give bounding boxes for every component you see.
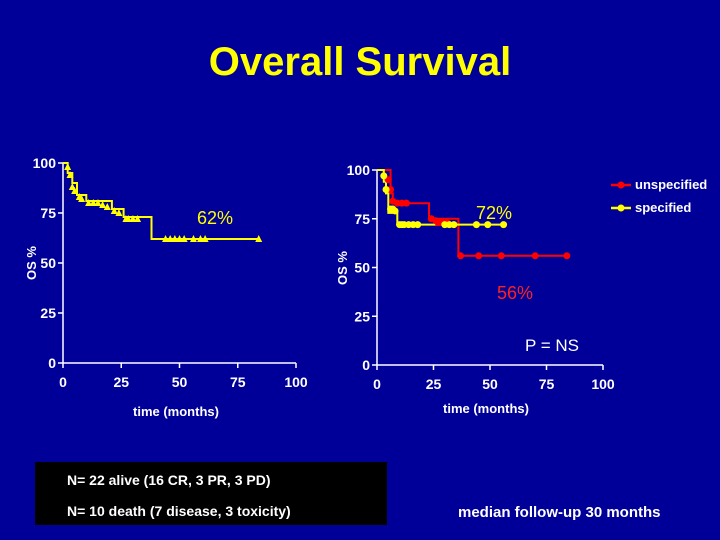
left-x-tick-label: 50	[172, 374, 188, 390]
left-censor-mark	[124, 215, 132, 222]
left-y-tick-label: 0	[48, 355, 56, 371]
alive-count-text: N= 22 alive (16 CR, 3 PR, 3 PD)	[67, 472, 271, 488]
left-censor-mark	[129, 215, 137, 222]
left-x-tick-label: 25	[113, 374, 129, 390]
left-censor-mark	[134, 215, 142, 222]
right-marker-specified	[414, 221, 422, 229]
left-censor-mark	[171, 235, 179, 242]
left-censor-mark	[78, 195, 86, 202]
right-marker-specified	[472, 221, 480, 229]
right-y-axis-label: OS %	[335, 251, 350, 285]
left-censor-mark	[71, 187, 79, 194]
right-x-tick-label: 50	[482, 376, 498, 392]
legend-marker-unspecified	[617, 181, 625, 189]
right-marker-unspecified	[475, 252, 483, 260]
left-censor-mark	[115, 209, 123, 216]
median-followup-text: median follow-up 30 months	[458, 504, 661, 521]
right-series-line-unspecified	[377, 169, 567, 257]
left-censor-mark	[103, 203, 111, 210]
right-marker-specified	[380, 172, 388, 180]
left-x-axis-label: time (months)	[133, 404, 219, 419]
right-y-tick-label: 50	[354, 260, 370, 276]
right-marker-unspecified	[497, 252, 505, 260]
left-censor-mark	[99, 201, 107, 208]
left-censor-mark	[64, 163, 72, 170]
left-censor-mark	[89, 199, 97, 206]
right-marker-unspecified	[384, 176, 392, 184]
right-x-axis-label: time (months)	[443, 401, 529, 416]
left-censor-mark	[201, 235, 209, 242]
right-marker-unspecified	[457, 252, 465, 260]
right-y-tick-label: 100	[347, 162, 371, 178]
left-annotation-62: 62%	[197, 208, 233, 228]
left-y-axis-label: OS %	[24, 246, 39, 280]
right-marker-unspecified	[563, 252, 571, 260]
left-x-tick-label: 100	[284, 374, 308, 390]
right-x-tick-label: 25	[426, 376, 442, 392]
right-x-tick-label: 100	[591, 376, 615, 392]
right-x-tick-label: 75	[539, 376, 555, 392]
right-marker-unspecified	[531, 252, 539, 260]
right-marker-unspecified	[402, 199, 410, 207]
right-marker-specified	[382, 186, 390, 193]
left-censor-mark	[180, 235, 188, 242]
p-value: P = NS	[525, 336, 579, 355]
left-censor-mark	[176, 235, 183, 242]
left-censor-mark	[66, 171, 74, 178]
slide-title: Overall Survival	[208, 40, 512, 84]
right-y-tick-label: 75	[354, 211, 370, 227]
legend-label-unspecified: unspecified	[635, 177, 707, 192]
right-annotation-56: 56%	[497, 283, 533, 303]
left-y-tick-label: 75	[40, 205, 56, 221]
left-x-tick-label: 0	[59, 374, 67, 390]
left-censor-mark	[255, 235, 263, 242]
legend-marker-specified	[617, 204, 625, 212]
right-y-tick-label: 0	[362, 357, 370, 373]
legend-label-specified: specified	[635, 200, 691, 215]
left-y-tick-label: 50	[40, 255, 56, 271]
death-count-text: N= 10 death (7 disease, 3 toxicity)	[67, 503, 291, 519]
left-censor-mark	[196, 235, 204, 242]
left-y-tick-label: 100	[33, 155, 57, 171]
right-marker-specified	[500, 221, 508, 229]
left-censor-mark	[189, 235, 197, 242]
left-censor-mark	[85, 199, 93, 206]
left-y-tick-label: 25	[40, 305, 56, 321]
right-y-tick-label: 25	[354, 308, 370, 324]
left-censor-mark	[110, 207, 118, 214]
right-marker-specified	[391, 207, 399, 215]
left-censor-mark	[166, 235, 174, 242]
right-x-tick-label: 0	[373, 376, 381, 392]
legend: unspecified specified	[611, 177, 707, 215]
patient-counts-box: N= 22 alive (16 CR, 3 PR, 3 PD) N= 10 de…	[35, 462, 387, 525]
left-censor-mark	[94, 199, 102, 206]
right-marker-specified	[484, 221, 492, 229]
left-x-tick-label: 75	[230, 374, 246, 390]
right-annotation-72: 72%	[476, 203, 512, 223]
right-marker-specified	[450, 221, 458, 229]
left-censor-mark	[162, 235, 170, 242]
